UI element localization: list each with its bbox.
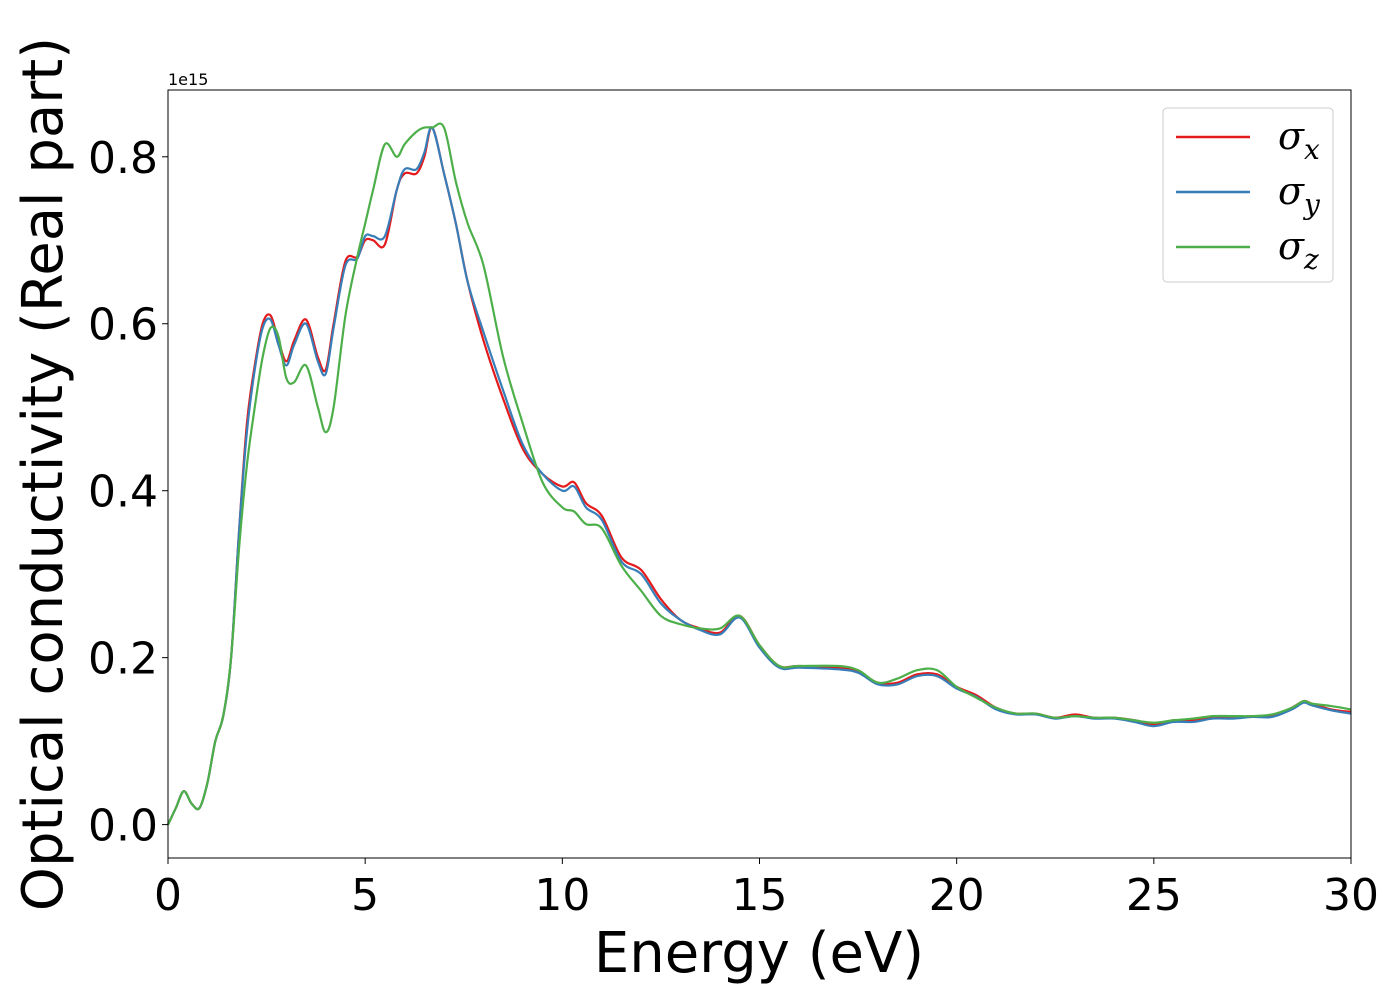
series-layer	[167, 122, 1352, 826]
x-axis-ticks: 0 5 10 15 20 25 30	[154, 858, 1379, 921]
legend-label-sigma-y: σy	[1278, 169, 1321, 221]
y-tick-label: 0.0	[88, 801, 158, 852]
x-tick-label: 15	[732, 870, 788, 921]
y-tick-label: 0.4	[88, 467, 158, 518]
y-offset-text: 1e15	[168, 70, 208, 89]
legend-label-subscript: x	[1304, 133, 1320, 166]
y-tick-label: 0.2	[88, 634, 158, 685]
y-tick-label: 0.6	[88, 300, 158, 351]
x-tick-label: 30	[1323, 870, 1379, 921]
legend-label-base: σ	[1278, 224, 1305, 268]
x-tick-label: 5	[351, 870, 379, 921]
legend-label-base: σ	[1278, 169, 1305, 213]
x-tick-label: 25	[1126, 870, 1182, 921]
legend-label-subscript: y	[1302, 188, 1321, 221]
x-tick-label: 10	[534, 870, 590, 921]
legend-label-subscript: z	[1303, 243, 1319, 276]
x-axis-title: Energy (eV)	[594, 921, 924, 986]
legend-label-sigma-z: σz	[1278, 224, 1319, 276]
x-tick-label: 0	[154, 870, 182, 921]
series-line-sigma-z	[167, 122, 1352, 826]
legend-label-base: σ	[1278, 114, 1305, 158]
plot-area	[168, 90, 1351, 858]
x-tick-label: 20	[929, 870, 985, 921]
y-axis-title: Optical conductivity (Real part)	[11, 37, 76, 911]
y-axis-ticks: 0.0 0.2 0.4 0.6 0.8	[88, 133, 168, 852]
legend-frame	[1162, 107, 1334, 283]
y-tick-label: 0.8	[88, 133, 158, 184]
legend-label-sigma-x: σx	[1278, 114, 1320, 166]
